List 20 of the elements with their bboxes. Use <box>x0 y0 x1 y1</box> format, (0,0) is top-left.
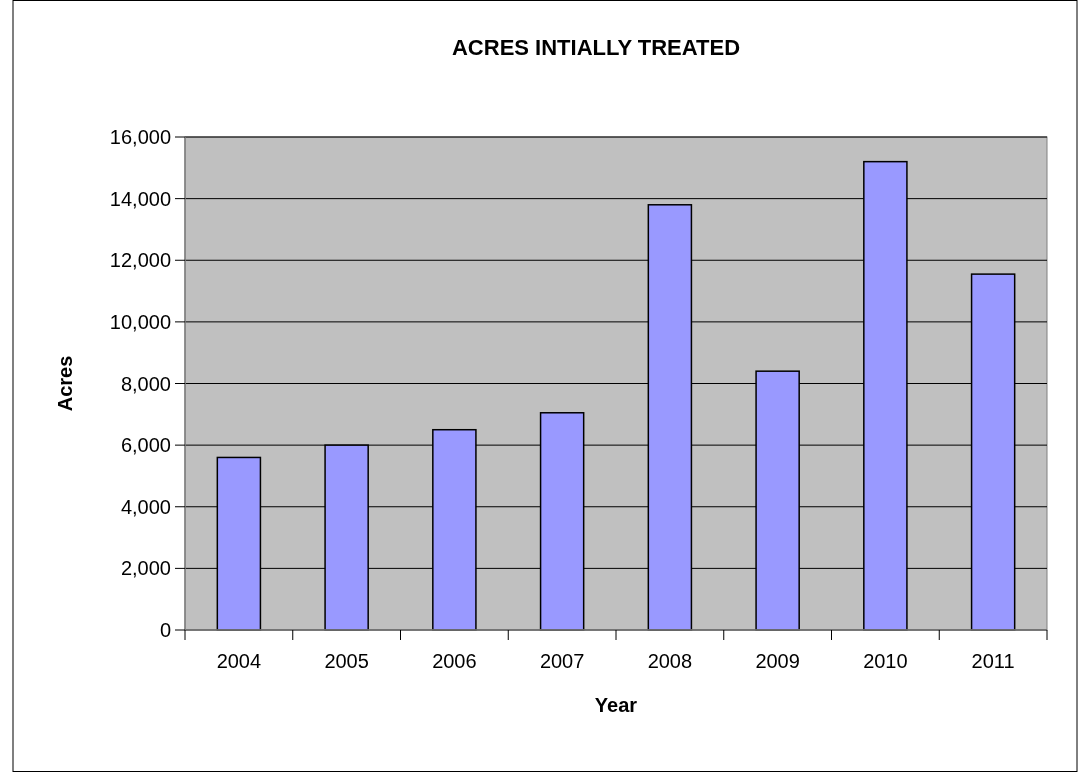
y-tick-label: 4,000 <box>120 495 171 518</box>
chart-title: ACRES INTIALLY TREATED <box>451 35 741 60</box>
x-tick-label: 2006 <box>432 650 477 672</box>
x-tick-label: 2005 <box>324 650 369 672</box>
y-tick-label: 16,000 <box>109 126 171 148</box>
x-axis-title: Year <box>594 694 638 716</box>
y-tick-label: 14,000 <box>109 187 171 210</box>
x-tick-label: 2009 <box>755 650 800 672</box>
y-tick-label: 6,000 <box>120 434 171 457</box>
x-tick-label: 2004 <box>216 650 262 672</box>
y-tick-label: 10,000 <box>109 310 171 333</box>
y-tick-label: 12,000 <box>109 249 171 272</box>
y-tick-label: 2,000 <box>120 557 171 580</box>
y-tick-label: 0 <box>159 619 171 641</box>
y-tick-label: 8,000 <box>120 372 171 395</box>
y-axis-title: Acres <box>54 355 76 412</box>
x-tick-label: 2007 <box>539 650 585 672</box>
x-tick-label: 2011 <box>971 650 1015 672</box>
x-tick-label: 2008 <box>647 650 693 672</box>
x-tick-label: 2010 <box>863 650 908 672</box>
